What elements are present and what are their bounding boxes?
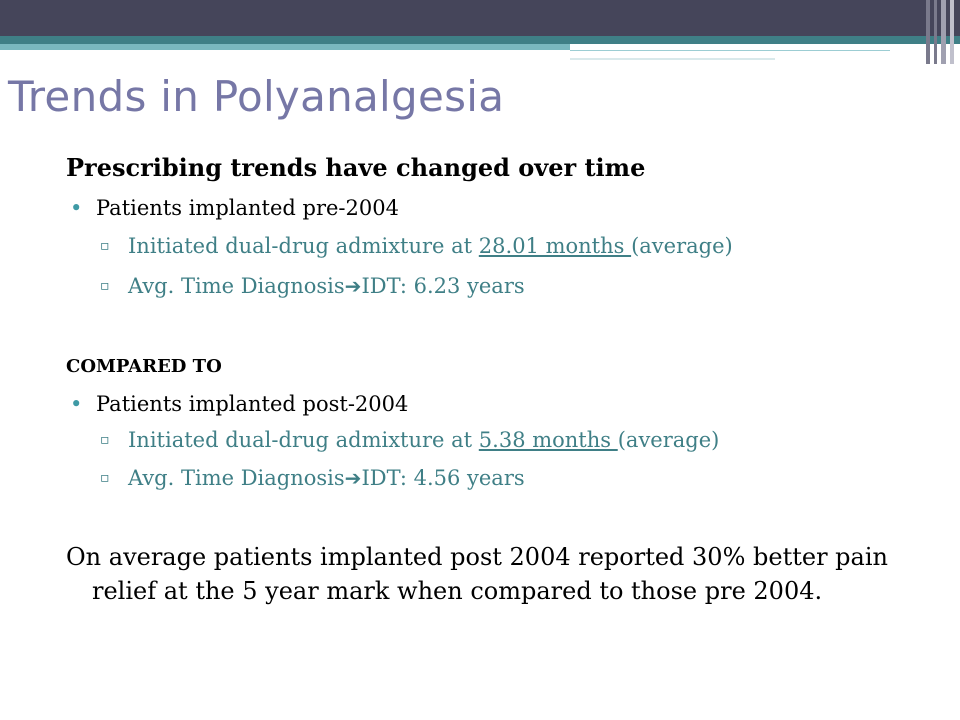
sub-bullet-icon: ▫ xyxy=(100,278,110,294)
corner-accent-bar xyxy=(950,0,954,64)
sub-bullet-icon: ▫ xyxy=(100,238,110,254)
slide-title: Trends in Polyanalgesia xyxy=(8,72,505,121)
bullet-pre-2004: • Patients implanted pre-2004 xyxy=(70,196,399,220)
sub-bullet-admixture-pre: ▫ Initiated dual-drug admixture at 28.01 … xyxy=(100,234,733,258)
decorative-line xyxy=(570,50,890,54)
right-arrow-icon: ➔ xyxy=(344,466,362,490)
slide-heading: Prescribing trends have changed over tim… xyxy=(66,153,646,182)
admixture-prefix: Initiated dual-drug admixture at xyxy=(128,234,479,258)
diagnosis-prefix: Avg. Time Diagnosis xyxy=(128,466,345,490)
corner-accent-bar xyxy=(934,0,937,64)
admixture-value: 28.01 months xyxy=(478,234,632,258)
top-accent-stripe-light xyxy=(0,44,570,50)
corner-accent-bar xyxy=(926,0,930,64)
diagnosis-prefix: Avg. Time Diagnosis xyxy=(128,274,345,298)
sub-bullet-diagnosis-pre: ▫ Avg. Time Diagnosis➔IDT: 6.23 years xyxy=(100,274,525,298)
sub-bullet-icon: ▫ xyxy=(100,432,110,448)
top-banner-bar xyxy=(0,0,960,36)
bullet-label: Patients implanted pre-2004 xyxy=(96,196,399,220)
bullet-label: Patients implanted post-2004 xyxy=(96,392,409,416)
admixture-value: 5.38 months xyxy=(478,428,618,452)
diagnosis-suffix: IDT: 4.56 years xyxy=(361,466,525,490)
admixture-suffix: (average) xyxy=(631,234,733,258)
sub-bullet-diagnosis-post: ▫ Avg. Time Diagnosis➔IDT: 4.56 years xyxy=(100,466,525,490)
right-arrow-icon: ➔ xyxy=(344,274,362,298)
bullet-icon: • xyxy=(70,392,83,416)
admixture-prefix: Initiated dual-drug admixture at xyxy=(128,428,479,452)
bullet-icon: • xyxy=(70,196,83,220)
conclusion-text: On average patients implanted post 2004 … xyxy=(66,543,888,605)
slide-body: Prescribing trends have changed over tim… xyxy=(66,148,946,188)
sub-bullet-icon: ▫ xyxy=(100,470,110,486)
compared-to-label: COMPARED TO xyxy=(66,356,222,377)
diagnosis-suffix: IDT: 6.23 years xyxy=(361,274,525,298)
top-accent-stripe xyxy=(0,36,960,44)
admixture-suffix: (average) xyxy=(617,428,720,452)
bullet-post-2004: • Patients implanted post-2004 xyxy=(70,392,408,416)
decorative-subline xyxy=(570,58,775,60)
sub-bullet-admixture-post: ▫ Initiated dual-drug admixture at 5.38 m… xyxy=(100,428,719,452)
corner-accent-bar xyxy=(941,0,946,64)
